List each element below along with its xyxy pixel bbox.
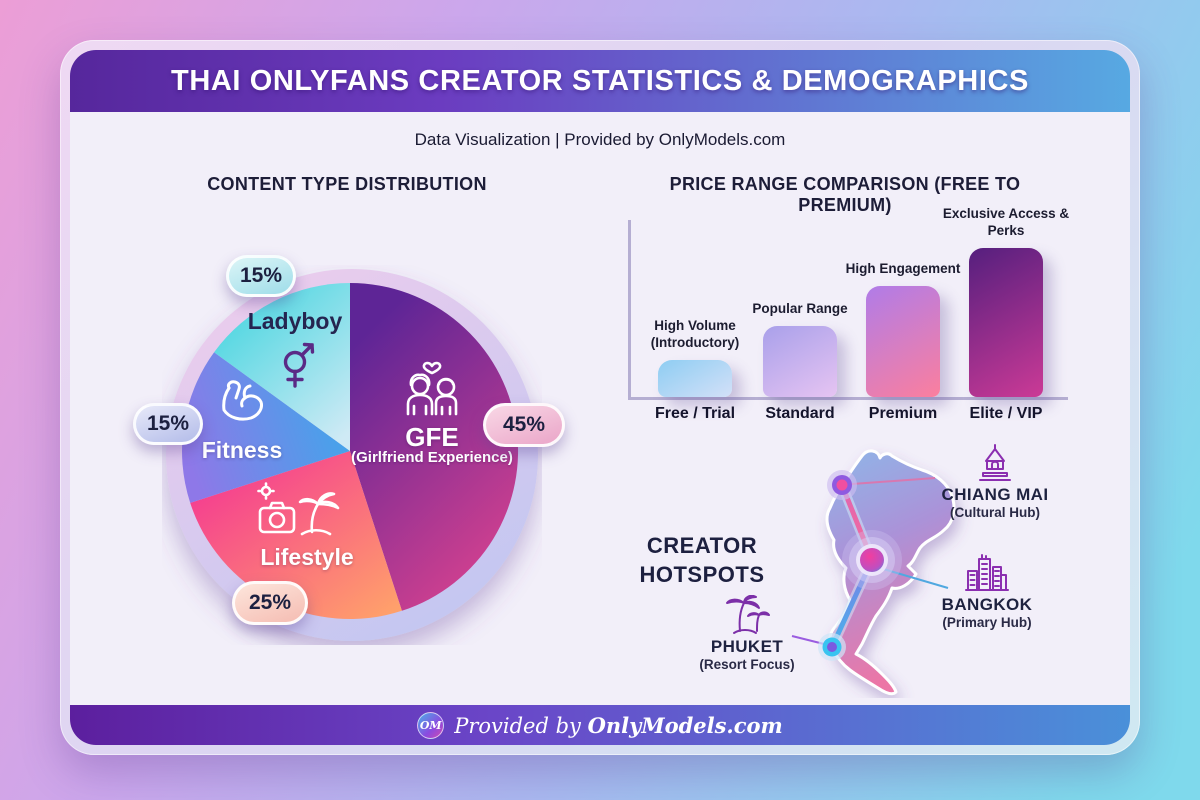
- content-type-pie-chart: [166, 269, 538, 641]
- couple-heart-icon: [406, 361, 458, 416]
- city-label-phuket: PHUKET (Resort Focus): [667, 595, 827, 672]
- footer-brand: OnlyModels.com: [587, 712, 783, 738]
- city-name-chiangmai: CHIANG MAI: [941, 485, 1049, 504]
- subtitle: Data Visualization | Provided by OnlyMod…: [414, 130, 786, 149]
- creator-hotspots-line1: CREATOR: [646, 533, 758, 558]
- bar-annotation-standard: Popular Range: [752, 301, 848, 317]
- bar-category-premium: Premium: [868, 405, 938, 422]
- footer-banner: OM Provided by OnlyModels.com: [70, 705, 1130, 745]
- chiangmai-connector-line: [851, 477, 936, 485]
- pie-section-title: CONTENT TYPE DISTRIBUTION: [207, 174, 487, 194]
- creator-hotspots-label: CREATOR HOTSPOTS: [612, 532, 792, 589]
- transgender-icon: [283, 342, 315, 388]
- footer-credit: Provided by OnlyModels.com: [454, 713, 783, 738]
- city-name-phuket: PHUKET: [710, 637, 784, 656]
- bangkok-marker: [842, 530, 902, 590]
- header-banner: THAI ONLYFANS CREATOR STATISTICS & DEMOG…: [70, 50, 1130, 112]
- bar-annotation-free: High Volume (Introductory): [650, 318, 740, 351]
- chiangmai-marker: [827, 470, 857, 500]
- footer-prefix: Provided by: [454, 713, 588, 738]
- palm-trees-icon: [726, 595, 770, 634]
- city-label-bangkok: BANGKOK (Primary Hub): [907, 553, 1067, 630]
- city-label-chiangmai: CHIANG MAI (Cultural Hub): [915, 443, 1075, 520]
- infographic-card: THAI ONLYFANS CREATOR STATISTICS & DEMOG…: [70, 50, 1130, 745]
- phuket-marker: [818, 633, 846, 661]
- phuket-connector-line: [791, 635, 825, 645]
- thailand-map: [791, 449, 956, 696]
- badge-lifestyle-percent: 25%: [232, 581, 308, 625]
- city-sub-phuket: (Resort Focus): [699, 657, 795, 672]
- bar-annotation-premium: High Engagement: [845, 261, 961, 277]
- pie-slice-lifestyle: [190, 451, 402, 620]
- badge-gfe-percent: 45%: [483, 403, 565, 447]
- bar-category-standard: Standard: [765, 405, 835, 422]
- creator-hotspots-line2: HOTSPOTS: [639, 561, 765, 587]
- bar-elite-vip: [969, 248, 1043, 397]
- bar-standard: [763, 326, 837, 397]
- bar-free-trial: [658, 360, 732, 397]
- city-buildings-icon: [965, 554, 1009, 591]
- temple-icon: [979, 444, 1011, 481]
- card-frame: THAI ONLYFANS CREATOR STATISTICS & DEMOG…: [60, 40, 1140, 755]
- pie-slice-gfe: [350, 283, 519, 611]
- onlymodels-logo-icon: OM: [417, 711, 445, 739]
- badge-fitness-percent: 15%: [133, 403, 203, 445]
- bar-category-free: Free / Trial: [654, 405, 736, 422]
- badge-ladyboy-percent: 15%: [226, 255, 296, 297]
- bicep-icon: [222, 380, 263, 421]
- pie-slice-ladyboy: [214, 283, 350, 451]
- price-range-bar-chart: High Volume (Introductory) Popular Range…: [628, 206, 1069, 422]
- camera-palm-sun-icon: [257, 482, 340, 536]
- bar-section-title: PRICE RANGE COMPARISON (FREE TO PREMIUM): [669, 174, 1021, 215]
- city-name-bangkok: BANGKOK: [941, 595, 1033, 614]
- city-sub-chiangmai: (Cultural Hub): [950, 505, 1040, 520]
- city-sub-bangkok: (Primary Hub): [942, 615, 1032, 630]
- bar-premium: [866, 286, 940, 397]
- page-title: THAI ONLYFANS CREATOR STATISTICS & DEMOG…: [171, 64, 1029, 97]
- pie-slice-fitness: [182, 352, 350, 503]
- bar-category-elite: Elite / VIP: [969, 405, 1043, 422]
- bar-annotation-elite: Exclusive Access & Perks: [942, 206, 1070, 239]
